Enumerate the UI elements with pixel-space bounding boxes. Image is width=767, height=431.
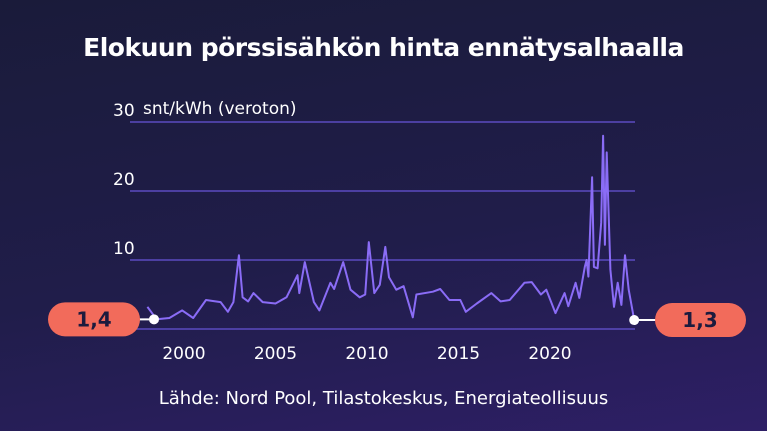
y-axis-unit-label: snt/kWh (veroton) xyxy=(143,99,297,119)
x-tick-label: 2015 xyxy=(437,344,480,364)
y-tick-label: 10 xyxy=(113,239,135,259)
x-tick-label: 2000 xyxy=(162,344,205,364)
end-value-label: 1,3 xyxy=(682,308,717,332)
x-tick-label: 2005 xyxy=(254,344,297,364)
x-tick-label: 2010 xyxy=(345,344,388,364)
y-tick-label: 30 xyxy=(113,101,135,121)
source-note: Lähde: Nord Pool, Tilastokeskus, Energia… xyxy=(158,388,609,409)
start-value-label: 1,4 xyxy=(76,307,111,331)
start-value-pill xyxy=(48,302,140,337)
end-value-pill xyxy=(655,303,746,338)
y-tick-label: 20 xyxy=(113,170,135,190)
x-tick-label: 2020 xyxy=(528,344,571,364)
start-point xyxy=(149,314,159,325)
end-point xyxy=(629,315,640,326)
chart-title: Elokuun pörssisähkön hinta ennätysalhaal… xyxy=(83,33,684,62)
price-series-line xyxy=(146,134,636,321)
